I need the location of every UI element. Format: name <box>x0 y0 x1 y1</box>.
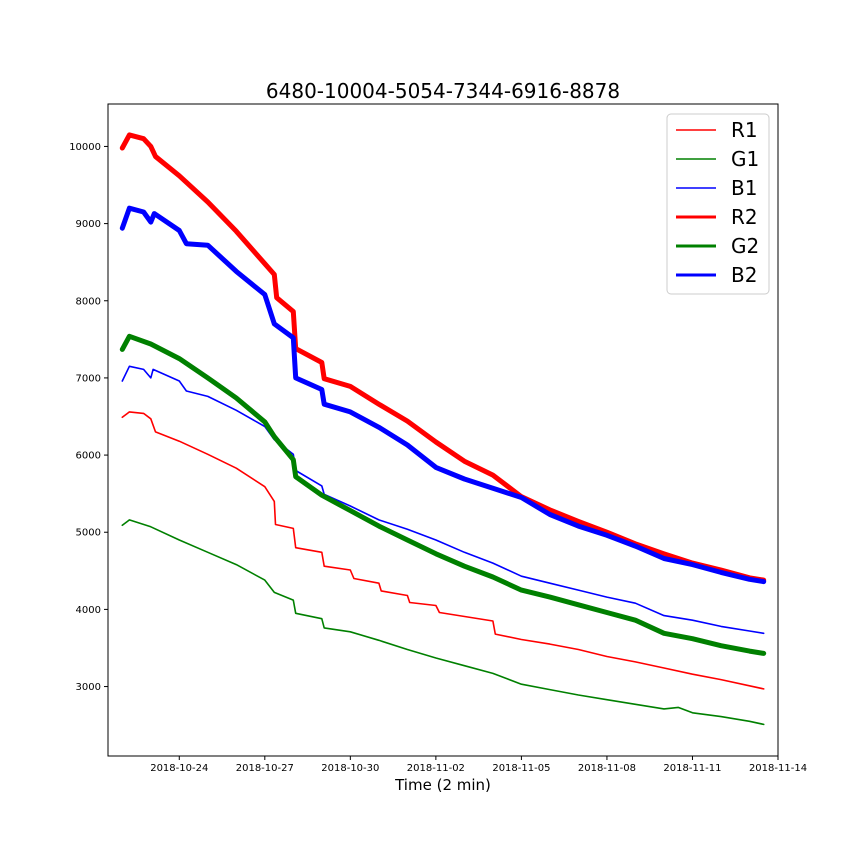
series-layer <box>119 132 767 726</box>
chart-title: 6480-10004-5054-7344-6916-8878 <box>266 79 620 103</box>
series-line-g2 <box>119 333 767 656</box>
y-axis: 3000 4000 5000 6000 7000 8000 9000 10000 <box>69 142 108 693</box>
series-line-b1 <box>121 365 765 635</box>
legend-label-g2: G2 <box>731 234 759 258</box>
legend-items: R1 G1 B1 R2 G2 B2 <box>676 118 759 287</box>
legend-label-b1: B1 <box>731 176 757 200</box>
y-tick-label: 10000 <box>69 142 101 153</box>
y-tick-label: 9000 <box>76 219 101 230</box>
y-tick-label: 3000 <box>76 682 101 693</box>
legend-label-b2: B2 <box>731 263 757 287</box>
x-tick-label: 2018-10-27 <box>236 763 294 774</box>
x-tick-label: 2018-10-30 <box>321 763 379 774</box>
axes-frame <box>107 103 779 757</box>
y-tick-label: 5000 <box>76 528 101 539</box>
x-axis-label: Time (2 min) <box>394 776 491 794</box>
x-tick-label: 2018-11-08 <box>578 763 636 774</box>
y-tick-label: 6000 <box>76 451 101 462</box>
y-tick-label: 8000 <box>76 296 101 307</box>
legend-label-g1: G1 <box>731 147 759 171</box>
x-tick-label: 2018-11-14 <box>749 763 807 774</box>
plot-area: 3000 4000 5000 6000 7000 8000 9000 10000 2018-1… <box>69 103 807 774</box>
series-line-r1 <box>121 411 765 690</box>
legend-label-r2: R2 <box>731 205 758 229</box>
y-tick-label: 7000 <box>76 373 101 384</box>
series-line-g1 <box>121 519 765 726</box>
legend: R1 G1 B1 R2 G2 B2 <box>666 113 770 295</box>
y-tick-label: 4000 <box>76 605 101 616</box>
x-tick-label: 2018-11-05 <box>492 763 550 774</box>
series-line-b2 <box>119 205 767 585</box>
x-tick-label: 2018-11-02 <box>407 763 465 774</box>
x-tick-label: 2018-11-11 <box>663 763 721 774</box>
x-tick-label: 2018-10-24 <box>150 763 208 774</box>
x-axis: 2018-10-24 2018-10-27 2018-10-30 2018-11-02… <box>150 756 807 774</box>
legend-label-r1: R1 <box>731 118 758 142</box>
